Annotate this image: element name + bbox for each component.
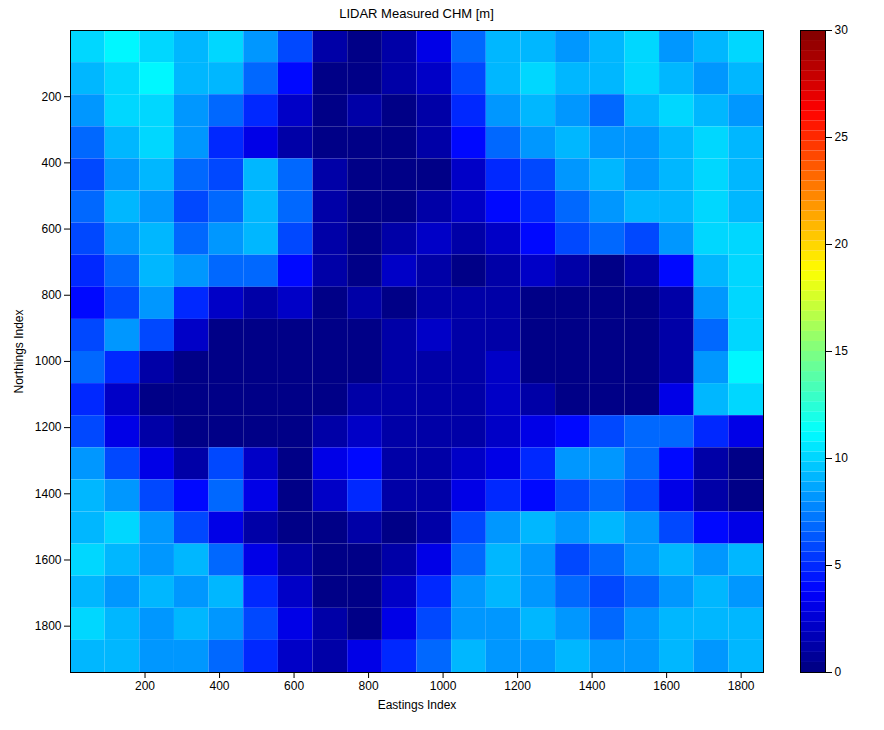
html-text:LIDAR Measured CHM [m]: LIDAR Measured CHM [m] bbox=[339, 6, 494, 21]
svg-text:1200: 1200 bbox=[35, 420, 62, 434]
svg-text:200: 200 bbox=[135, 679, 155, 693]
svg-text:1800: 1800 bbox=[728, 679, 755, 693]
svg-text:30: 30 bbox=[835, 24, 849, 37]
svg-text:400: 400 bbox=[210, 679, 230, 693]
svg-text:15: 15 bbox=[835, 344, 849, 358]
svg-text:25: 25 bbox=[835, 130, 849, 144]
svg-text:10: 10 bbox=[835, 451, 849, 465]
svg-text:1000: 1000 bbox=[35, 354, 62, 368]
svg-text:Northings Index: Northings Index bbox=[12, 309, 26, 393]
svg-text:600: 600 bbox=[41, 222, 61, 236]
svg-text:1600: 1600 bbox=[653, 679, 680, 693]
svg-text:1400: 1400 bbox=[579, 679, 606, 693]
svg-text:1600: 1600 bbox=[35, 553, 62, 567]
svg-text:1000: 1000 bbox=[430, 679, 457, 693]
svg-text:200: 200 bbox=[41, 90, 61, 104]
svg-text:1400: 1400 bbox=[35, 487, 62, 501]
svg-text:800: 800 bbox=[41, 288, 61, 302]
svg-text:800: 800 bbox=[359, 679, 379, 693]
svg-text:1200: 1200 bbox=[504, 679, 531, 693]
svg-text:600: 600 bbox=[284, 679, 304, 693]
svg-text:400: 400 bbox=[41, 156, 61, 170]
svg-text:20: 20 bbox=[835, 237, 849, 251]
svg-text:1800: 1800 bbox=[35, 619, 62, 633]
svg-text:Eastings Index: Eastings Index bbox=[378, 698, 457, 712]
svg-text:0: 0 bbox=[835, 665, 842, 679]
svg-text:5: 5 bbox=[835, 558, 842, 572]
